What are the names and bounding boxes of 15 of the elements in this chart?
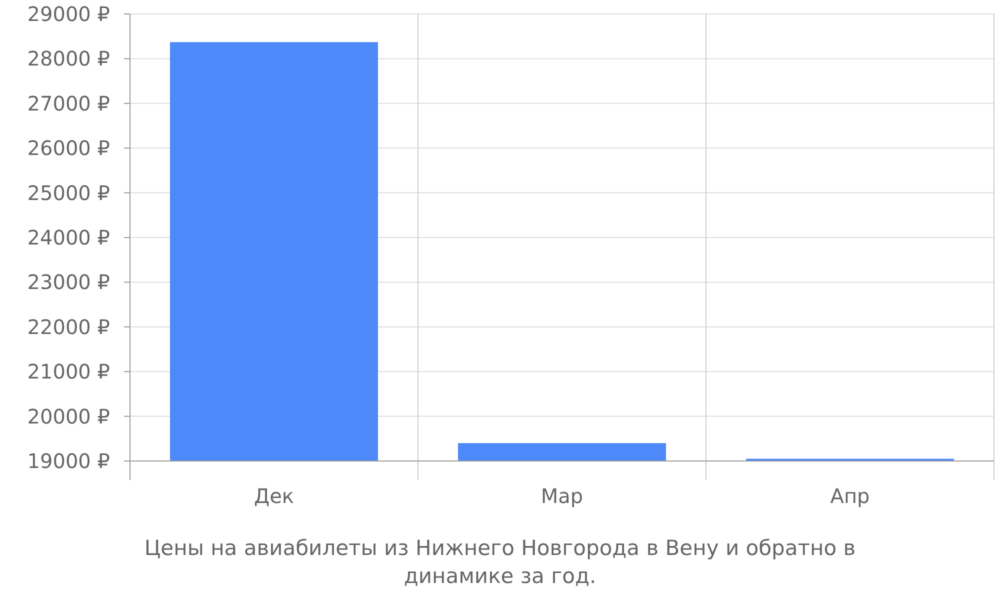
y-tick-label: 19000 ₽ <box>27 449 110 473</box>
x-tick-label: Мар <box>540 484 584 508</box>
x-tick-label: Дек <box>254 484 294 508</box>
y-tick-label: 22000 ₽ <box>27 314 110 339</box>
y-tick-label: 28000 ₽ <box>27 46 110 71</box>
x-tick-label: Апр <box>830 484 870 508</box>
y-tick-label: 26000 ₽ <box>27 136 110 160</box>
y-tick-label: 29000 ₽ <box>27 2 110 26</box>
y-tick-label: 27000 ₽ <box>27 91 110 116</box>
text: Цены на авиабилеты из Нижнего Новгорода в Вену и обратно в динамике за год. <box>144 536 856 588</box>
y-tick-label: 21000 ₽ <box>27 360 110 384</box>
y-tick-label: 20000 ₽ <box>27 404 110 428</box>
y-tick-label: 25000 ₽ <box>27 180 110 205</box>
y-tick-label: 23000 ₽ <box>27 270 110 294</box>
y-tick-label: 24000 ₽ <box>27 226 110 250</box>
